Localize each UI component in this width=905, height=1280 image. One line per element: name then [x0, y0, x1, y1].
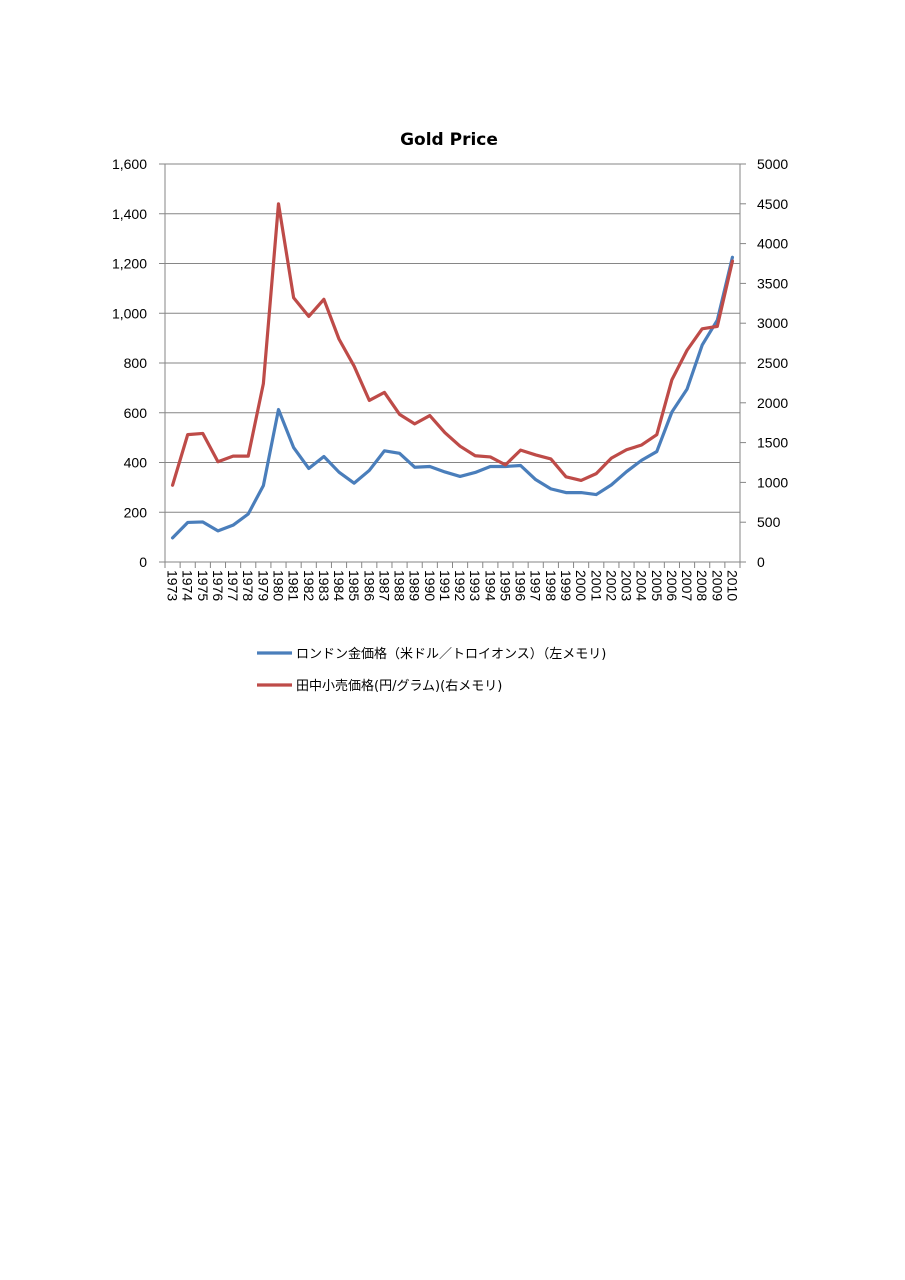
y-right-tick-label: 500 [757, 514, 781, 530]
x-tick-label: 1977 [225, 570, 241, 601]
x-tick-label: 1981 [286, 570, 302, 601]
x-tick-label: 1992 [452, 570, 468, 601]
x-tick-label: 1993 [467, 570, 483, 601]
y-right-tick-label: 2000 [757, 395, 788, 411]
x-tick-label: 1980 [270, 570, 286, 601]
x-tick-label: 1974 [180, 570, 196, 601]
x-tick-label: 1982 [301, 570, 317, 601]
y-left-tick-label: 600 [124, 405, 148, 421]
series-line-1 [170, 255, 735, 540]
x-tick-label: 1996 [513, 570, 529, 601]
x-tick-label: 2005 [649, 570, 665, 601]
y-left-tick-label: 400 [124, 455, 148, 471]
y-left-tick-label: 1,000 [112, 305, 147, 321]
x-tick-label: 2004 [634, 570, 650, 601]
x-tick-label: 1987 [376, 570, 392, 601]
x-tick-label: 1973 [165, 570, 181, 601]
x-tick-label: 1986 [361, 570, 377, 601]
x-tick-label: 2010 [724, 570, 740, 601]
legend-label-1: ロンドン金価格（米ドル／トロイオンス）（左メモリ) [296, 646, 606, 662]
y-right-tick-label: 4500 [757, 196, 788, 212]
x-tick-label: 1975 [195, 570, 211, 601]
x-tick-label: 1978 [240, 570, 256, 601]
y-right-tick-label: 4000 [757, 236, 788, 252]
x-tick-label: 2007 [679, 570, 695, 601]
legend: ロンドン金価格（米ドル／トロイオンス）（左メモリ) 田中小売価格(円/グラム)(右… [257, 646, 606, 694]
y-left-tick-label: 1,200 [112, 256, 147, 272]
x-tick-label: 1988 [392, 570, 408, 601]
x-tick-label: 1984 [331, 570, 347, 601]
grid-lines [165, 163, 740, 513]
x-tick-label: 2003 [619, 570, 635, 601]
x-tick-label: 1998 [543, 570, 559, 601]
x-tick-label: 2001 [588, 570, 604, 601]
y-right-tick-label: 2500 [757, 355, 788, 371]
x-tick-label: 1995 [497, 570, 513, 601]
series-lines [170, 202, 735, 540]
series-line-2 [170, 202, 735, 487]
y-right-tick-label: 3000 [757, 315, 788, 331]
x-tick-label: 1989 [407, 570, 423, 601]
x-tick-label: 1991 [437, 570, 453, 601]
y-left-tick-label: 200 [124, 504, 148, 520]
x-tick-label: 1985 [346, 570, 362, 601]
x-tick-label: 2006 [664, 570, 680, 601]
y-left-tick-label: 800 [124, 355, 148, 371]
x-tick-label: 2009 [709, 570, 725, 601]
x-tick-label: 1994 [482, 570, 498, 601]
x-tick-label: 1990 [422, 570, 438, 601]
legend-label-2: 田中小売価格(円/グラム)(右メモリ) [296, 678, 502, 694]
x-tick-label: 1976 [210, 570, 226, 601]
x-tick-label: 1983 [316, 570, 332, 601]
y-left-tick-label: 0 [139, 554, 147, 570]
x-tick-label: 1979 [255, 570, 271, 601]
y-right-tick-label: 1500 [757, 435, 788, 451]
x-tick-label: 2008 [694, 570, 710, 601]
x-tick-label: 1999 [558, 570, 574, 601]
y-left-tick-label: 1,400 [112, 206, 147, 222]
axes: 0 200 400 600 800 1,000 1,200 1,400 1,600 0 500 100… [112, 156, 788, 601]
y-right-tick-label: 5000 [757, 156, 788, 172]
x-tick-label: 1997 [528, 570, 544, 601]
y-right-tick-label: 1000 [757, 474, 788, 490]
x-tick-label: 2000 [573, 570, 589, 601]
y-right-tick-label: 3500 [757, 275, 788, 291]
y-right-tick-label: 0 [757, 554, 765, 570]
chart-title: Gold Price [400, 130, 498, 150]
y-left-tick-label: 1,600 [112, 156, 147, 172]
x-tick-label: 2002 [603, 570, 619, 601]
